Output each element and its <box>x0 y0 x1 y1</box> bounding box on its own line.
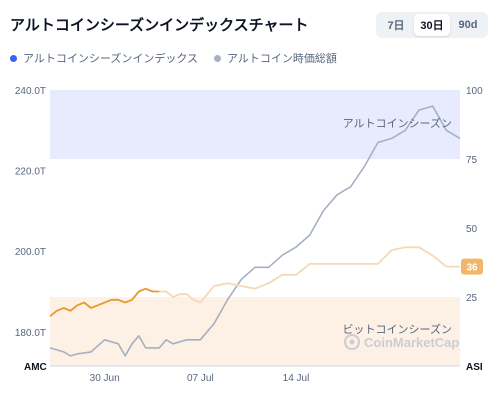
legend-dot-blue <box>10 54 17 62</box>
legend-label: アルトコインシーズンインデックス <box>23 53 199 65</box>
altcoin-season-index-line-light <box>159 246 460 304</box>
bitcoin-season-zone <box>50 297 460 366</box>
right-axis-tick-label: 25 <box>466 293 478 304</box>
chart-legend: アルトコインシーズンインデックス アルトコイン時価総額 <box>10 50 337 66</box>
left-axis-tick-label: 240.0T <box>15 86 46 97</box>
time-range-tabs: 7日 30日 90d <box>376 12 488 38</box>
tab-90d[interactable]: 90d <box>458 19 478 31</box>
tab-7d[interactable]: 7日 <box>387 20 405 32</box>
tab-30d[interactable]: 30日 <box>414 14 450 36</box>
zones-layer <box>50 90 460 366</box>
watermark: CoinMarketCap <box>344 334 459 350</box>
altcoin-season-label: アルトコインシーズン <box>343 116 452 130</box>
altcoin-season-zone <box>50 90 460 159</box>
series-layer: 36 <box>49 105 483 357</box>
legend-dot-gray <box>214 54 222 62</box>
left-axis-tick-label: 180.0T <box>15 328 46 339</box>
left-axis-tick-label: 220.0T <box>15 167 46 178</box>
right-axis-tick-label: 50 <box>466 224 478 235</box>
axes-layer: 240.0T 220.0T 200.0T 180.0T 100 75 50 25 AMC ASI 3… <box>15 86 483 384</box>
coinmarketcap-logo-icon <box>344 334 360 350</box>
legend-item-altcoin-market-cap[interactable]: アルトコイン時価総額 <box>214 50 337 66</box>
legend-item-altcoin-season-index[interactable]: アルトコインシーズンインデックス <box>10 50 198 66</box>
altcoin-market-cap-line <box>49 105 461 357</box>
chart-title: アルトコインシーズンインデックスチャート <box>10 17 309 34</box>
bitcoin-season-label: ビットコインシーズン <box>343 322 452 336</box>
last-value-label: 36 <box>466 263 478 274</box>
left-axis-label: AMC <box>24 362 47 373</box>
right-axis-tick-label: 100 <box>466 86 483 97</box>
right-axis-tick-label: 75 <box>466 155 478 166</box>
left-axis-tick-label: 200.0T <box>15 247 46 258</box>
watermark-text: CoinMarketCap <box>364 335 459 350</box>
altcoin-season-index-line-highlight <box>49 287 160 317</box>
x-axis-tick-label: 14 Jul <box>283 373 310 384</box>
legend-label: アルトコイン時価総額 <box>227 53 337 65</box>
x-axis-tick-label: 30 Jun <box>90 373 120 384</box>
last-value-badge <box>461 258 483 275</box>
right-axis-label: ASI <box>466 362 483 373</box>
x-axis-tick-label: 07 Jul <box>187 373 214 384</box>
